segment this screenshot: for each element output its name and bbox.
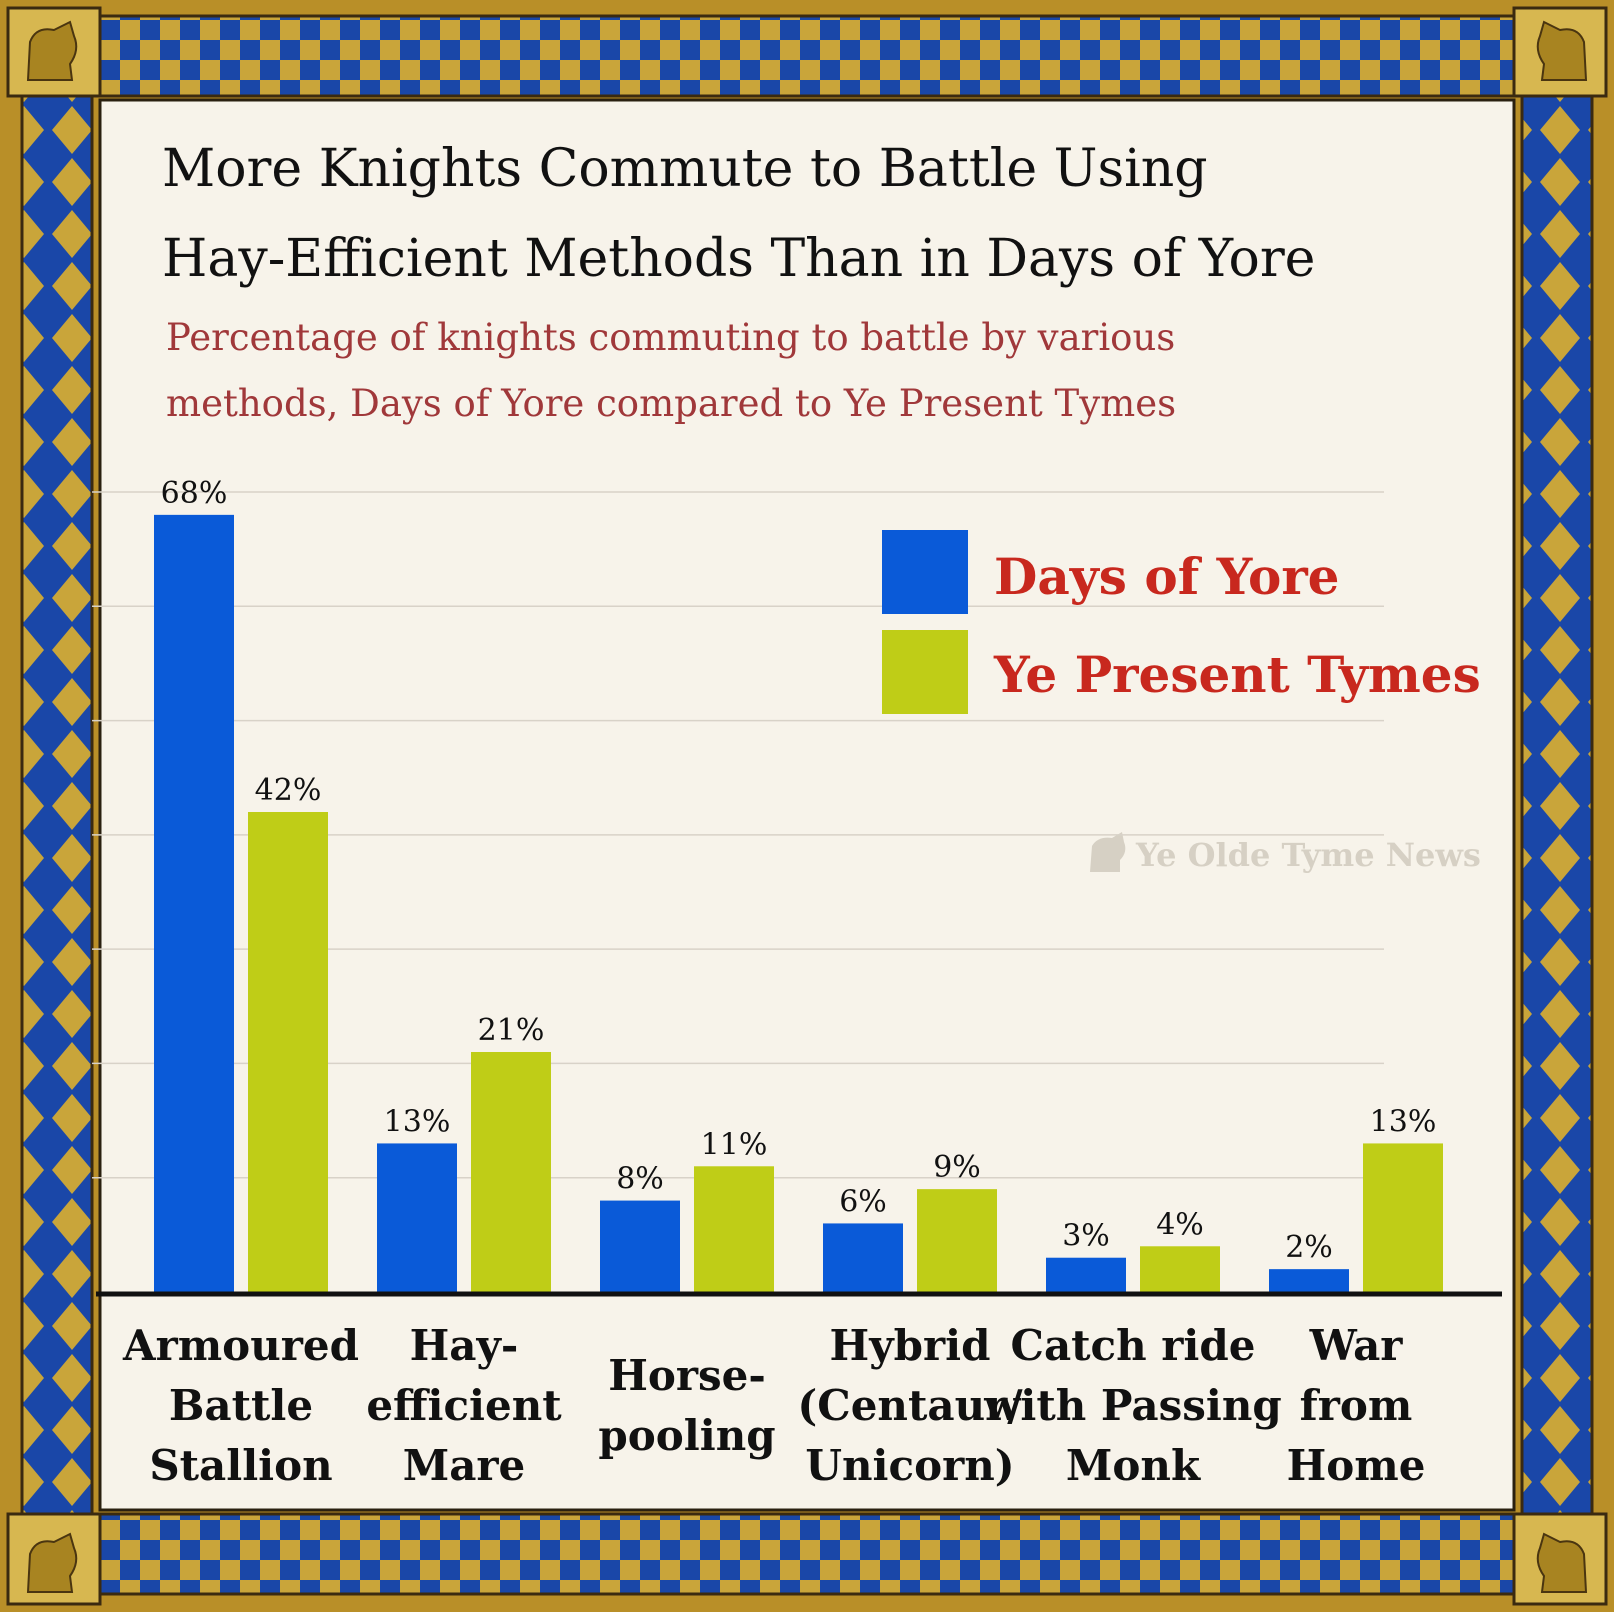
bar-value-label: 11%: [701, 1127, 768, 1162]
bar-days-of-yore: [823, 1223, 903, 1292]
bar-ye-present-tymes: [471, 1052, 551, 1292]
frame-bottom-band: [98, 1512, 1516, 1596]
legend-swatch-ye-present-tymes: [882, 630, 968, 714]
legend-label-ye-present-tymes: Ye Present Tymes: [993, 645, 1481, 704]
category-label: Horse-: [608, 1351, 766, 1400]
bar-days-of-yore: [600, 1200, 680, 1292]
bar-value-label: 13%: [384, 1104, 451, 1139]
frame-right-band: [1520, 94, 1594, 1516]
category-label: Monk: [1066, 1441, 1201, 1490]
watermark: Ye Olde Tyme News: [1090, 832, 1481, 874]
category-label: Mare: [403, 1441, 526, 1490]
category-label: Home: [1287, 1441, 1426, 1490]
bar-value-label: 68%: [161, 476, 228, 511]
chart-title: More Knights Commute to Battle Using: [162, 139, 1208, 199]
category-label: (Centaur/: [797, 1381, 1023, 1430]
category-label: War: [1309, 1321, 1404, 1370]
horse-head-icon: [1090, 832, 1126, 872]
category-label: Hybrid: [830, 1321, 991, 1370]
category-labels: Armoured Battle Stallion Hay-efficient Mare H…: [122, 1321, 1425, 1490]
bar-days-of-yore: [1269, 1269, 1349, 1292]
corner-ornament-icon: [1512, 6, 1608, 98]
bar-value-label: 21%: [478, 1013, 545, 1048]
category-label: Stallion: [149, 1441, 332, 1490]
legend-label-days-of-yore: Days of Yore: [994, 547, 1339, 606]
bar-value-label: 9%: [933, 1150, 981, 1185]
bar-value-label: 42%: [255, 773, 322, 808]
category-label: pooling: [598, 1411, 775, 1460]
bar-ye-present-tymes: [1140, 1246, 1220, 1292]
chart-subtitle: methods, Days of Yore compared to Ye Pre…: [166, 382, 1176, 425]
bar-value-label: 13%: [1370, 1104, 1437, 1139]
chart-title: Hay-Efficient Methods Than in Days of Yo…: [162, 229, 1315, 289]
category-label: Hay-: [410, 1321, 519, 1370]
frame-top-band: [98, 14, 1516, 98]
bar-value-label: 2%: [1285, 1230, 1333, 1265]
svg-text:Ye Olde Tyme News: Ye Olde Tyme News: [1135, 836, 1481, 874]
bar-value-label: 8%: [616, 1162, 664, 1197]
bar-ye-present-tymes: [248, 812, 328, 1292]
corner-ornament-icon: [1512, 1512, 1608, 1606]
legend-swatch-days-of-yore: [882, 530, 968, 614]
bar-value-label: 3%: [1062, 1219, 1110, 1254]
category-label: from: [1300, 1381, 1413, 1430]
corner-ornament-icon: [6, 1512, 102, 1606]
category-label: Catch ride: [1011, 1321, 1256, 1370]
corner-ornament-icon: [6, 6, 102, 98]
category-label: efficient: [366, 1381, 562, 1430]
bar-days-of-yore: [377, 1143, 457, 1292]
legend: Days of Yore Ye Present Tymes: [882, 530, 1481, 714]
chart-subtitle: Percentage of knights commuting to battl…: [166, 316, 1175, 359]
bar-value-label: 4%: [1156, 1207, 1204, 1242]
bar-value-label: 6%: [839, 1184, 887, 1219]
category-label: Unicorn): [805, 1441, 1014, 1490]
bar-ye-present-tymes: [1363, 1143, 1443, 1292]
category-label: Battle: [169, 1381, 313, 1430]
bar-days-of-yore: [154, 514, 234, 1292]
frame-left-band: [20, 94, 94, 1516]
bar-ye-present-tymes: [694, 1166, 774, 1292]
bar-days-of-yore: [1046, 1257, 1126, 1292]
bar-ye-present-tymes: [917, 1189, 997, 1292]
bars: 68% 42% 13% 21% 8% 11% 6% 9% 3% 4% 2% 13%: [154, 476, 1443, 1292]
category-label: with Passing: [983, 1381, 1282, 1430]
category-label: Armoured: [122, 1321, 359, 1370]
